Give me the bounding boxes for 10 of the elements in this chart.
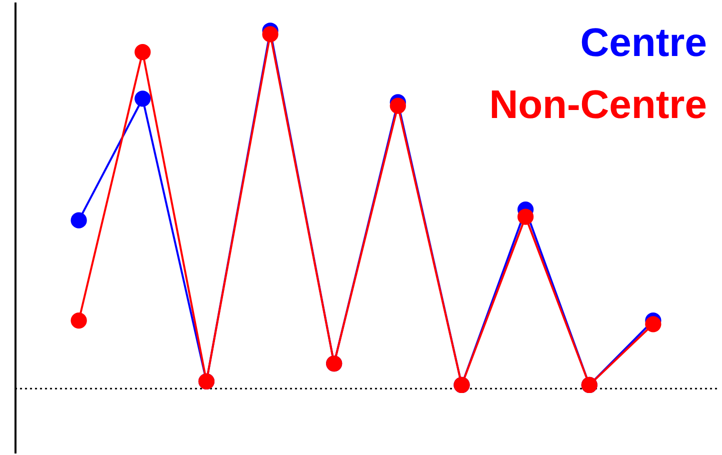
point [70, 312, 87, 329]
text: Centre [580, 21, 707, 65]
text: Non-Centre [489, 83, 707, 127]
point [262, 26, 278, 42]
point [134, 90, 151, 107]
point [645, 316, 662, 332]
point [390, 98, 406, 114]
point [134, 44, 151, 60]
point [517, 208, 534, 225]
point [70, 212, 87, 228]
